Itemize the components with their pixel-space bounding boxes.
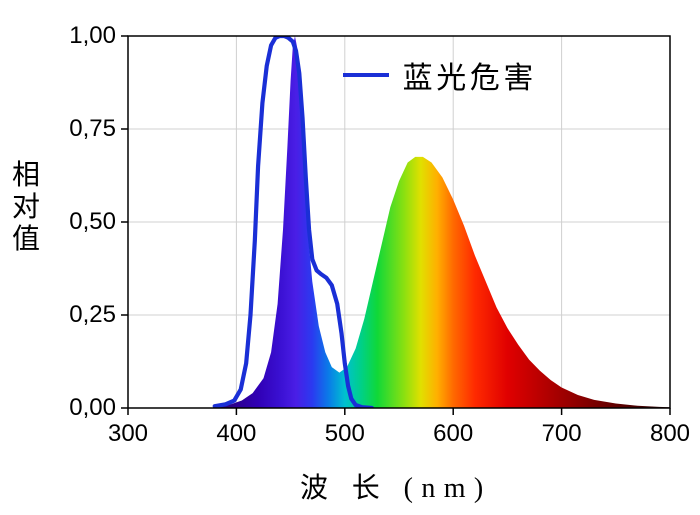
y-tick-marks (121, 36, 128, 408)
x-tick-label: 400 (212, 420, 260, 448)
x-tick-label: 800 (646, 420, 694, 448)
figure: 相对值 波 长 (nm) 300400500600700800 0,000,25… (0, 0, 700, 515)
x-tick-label: 300 (104, 420, 152, 448)
legend-line-icon (343, 73, 389, 77)
x-tick-label: 700 (538, 420, 586, 448)
x-tick-marks (128, 408, 670, 415)
legend-text: 蓝光危害 (403, 53, 537, 97)
legend: 蓝光危害 (343, 53, 537, 97)
y-tick-label: 1,00 (69, 22, 116, 50)
y-tick-label: 0,50 (69, 208, 116, 236)
x-tick-label: 600 (429, 420, 477, 448)
x-tick-label: 500 (321, 420, 369, 448)
y-tick-label: 0,00 (69, 394, 116, 422)
y-tick-label: 0,75 (69, 115, 116, 143)
y-tick-label: 0,25 (69, 301, 116, 329)
